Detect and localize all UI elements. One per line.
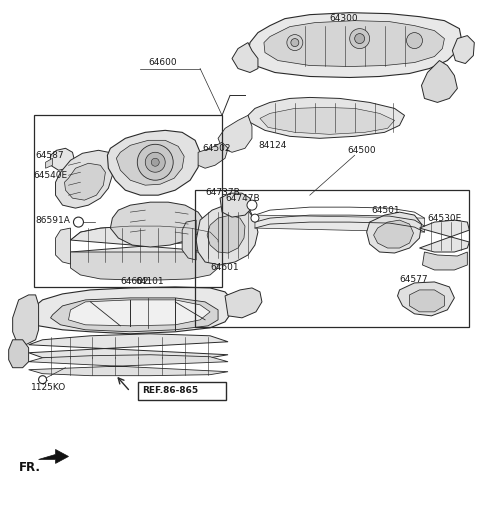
Text: 64601: 64601 xyxy=(210,264,239,272)
Text: 64747B: 64747B xyxy=(225,194,260,203)
Polygon shape xyxy=(38,449,69,464)
Polygon shape xyxy=(248,98,405,138)
Text: 64530E: 64530E xyxy=(428,214,462,223)
Polygon shape xyxy=(218,115,252,152)
Text: FR.: FR. xyxy=(19,461,41,474)
Polygon shape xyxy=(260,107,395,134)
Polygon shape xyxy=(50,298,218,332)
Text: 64500: 64500 xyxy=(348,146,376,155)
Polygon shape xyxy=(207,215,245,253)
Text: REF.86-865: REF.86-865 xyxy=(142,386,198,395)
Polygon shape xyxy=(29,334,228,360)
Circle shape xyxy=(350,29,370,48)
Circle shape xyxy=(355,33,365,44)
Polygon shape xyxy=(422,252,468,270)
Text: 64600: 64600 xyxy=(148,58,177,67)
Polygon shape xyxy=(248,13,461,78)
Polygon shape xyxy=(12,295,38,345)
Polygon shape xyxy=(29,355,228,376)
Polygon shape xyxy=(397,282,455,316)
Polygon shape xyxy=(9,340,29,368)
Polygon shape xyxy=(116,140,184,185)
Text: 84124: 84124 xyxy=(258,141,287,150)
Text: 64587: 64587 xyxy=(36,151,64,160)
Circle shape xyxy=(151,158,159,166)
Polygon shape xyxy=(421,61,457,102)
Bar xyxy=(138,382,226,399)
Circle shape xyxy=(145,152,165,172)
Text: 1125KO: 1125KO xyxy=(31,383,66,392)
Polygon shape xyxy=(71,252,218,280)
Polygon shape xyxy=(56,228,71,264)
Polygon shape xyxy=(225,288,262,318)
Polygon shape xyxy=(452,35,474,64)
Text: 64602: 64602 xyxy=(120,278,149,286)
Polygon shape xyxy=(108,131,200,195)
Text: 64101: 64101 xyxy=(135,278,164,286)
Text: 64300: 64300 xyxy=(330,14,359,23)
Text: 64502: 64502 xyxy=(202,144,230,153)
Circle shape xyxy=(73,217,84,227)
Text: 64501: 64501 xyxy=(372,206,400,215)
Polygon shape xyxy=(64,163,106,200)
Polygon shape xyxy=(232,43,258,72)
Polygon shape xyxy=(198,142,228,168)
Circle shape xyxy=(291,39,299,47)
Circle shape xyxy=(137,144,173,180)
Text: 64540E: 64540E xyxy=(34,171,68,180)
Polygon shape xyxy=(367,212,421,253)
Bar xyxy=(195,190,469,327)
Polygon shape xyxy=(373,220,413,248)
Polygon shape xyxy=(255,215,424,232)
Polygon shape xyxy=(46,158,52,168)
Polygon shape xyxy=(220,193,252,217)
Polygon shape xyxy=(182,220,196,260)
Polygon shape xyxy=(56,150,112,208)
Polygon shape xyxy=(29,287,232,334)
Text: 64737B: 64737B xyxy=(205,188,240,197)
Polygon shape xyxy=(71,226,218,264)
Polygon shape xyxy=(420,220,469,252)
Text: 86591A: 86591A xyxy=(36,215,71,225)
Bar xyxy=(34,115,222,287)
Circle shape xyxy=(251,214,259,222)
Polygon shape xyxy=(69,300,210,326)
Polygon shape xyxy=(409,290,444,312)
Polygon shape xyxy=(110,202,205,247)
Polygon shape xyxy=(50,149,74,170)
Circle shape xyxy=(287,34,303,50)
Circle shape xyxy=(247,200,257,210)
Polygon shape xyxy=(196,205,258,265)
Polygon shape xyxy=(215,202,252,230)
Circle shape xyxy=(407,32,422,48)
Polygon shape xyxy=(264,21,444,66)
Text: 64577: 64577 xyxy=(399,276,428,284)
Circle shape xyxy=(38,376,47,383)
